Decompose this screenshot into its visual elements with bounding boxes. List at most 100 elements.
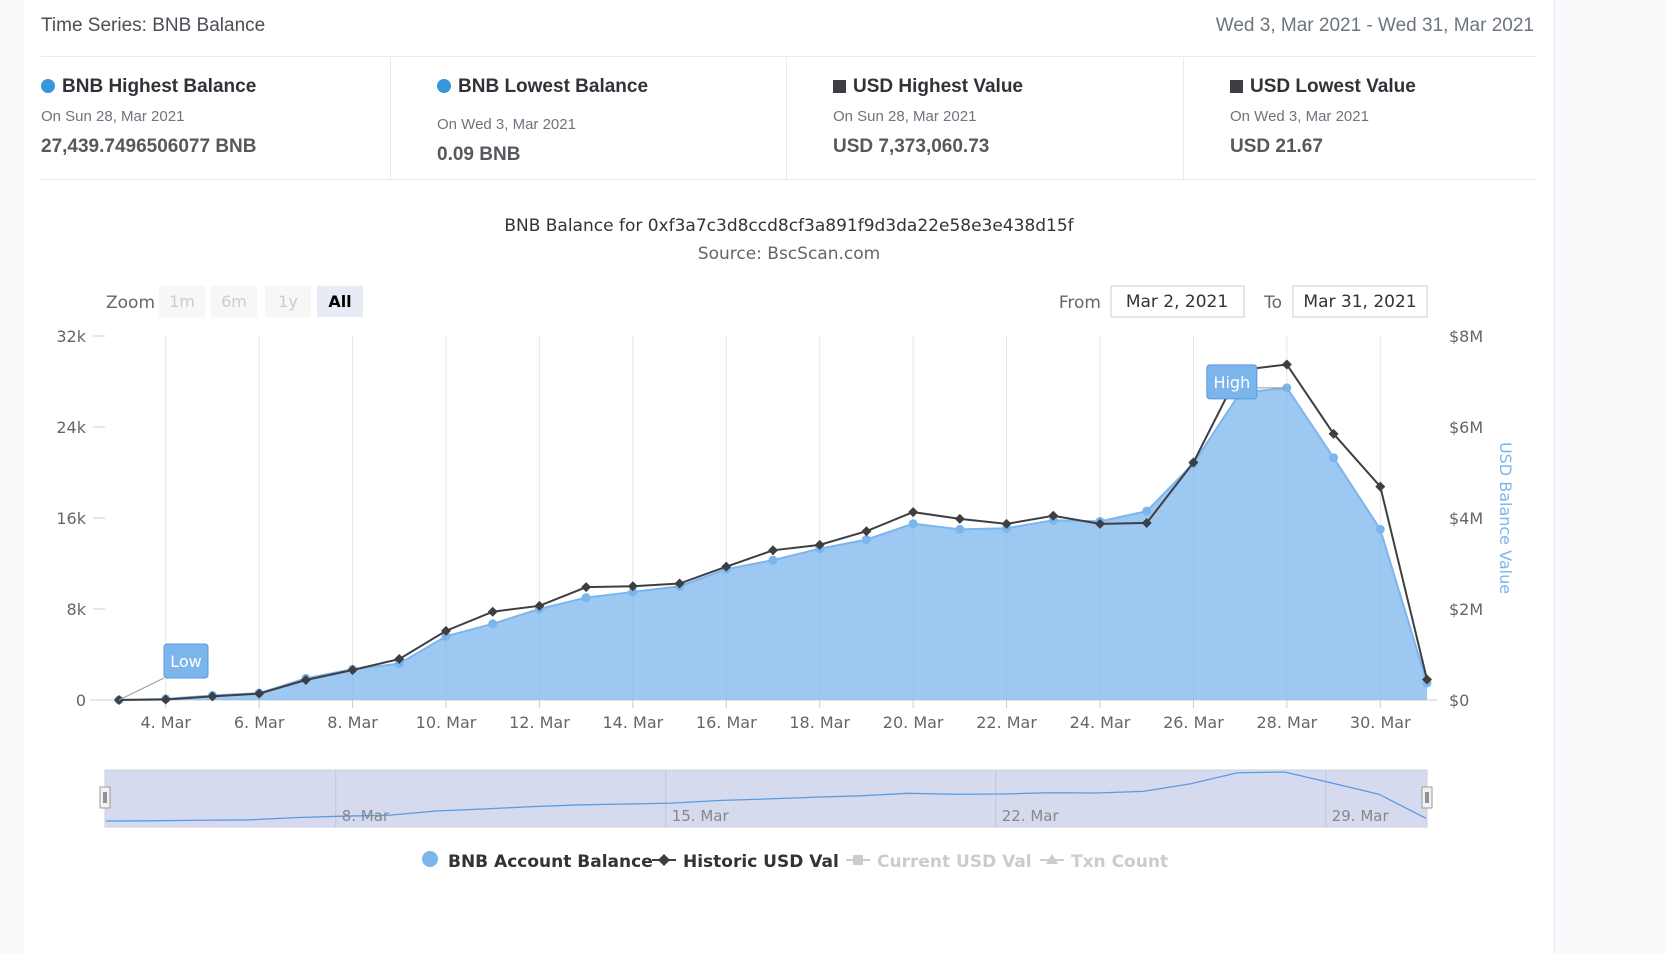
card-title: Time Series: BNB Balance — [41, 15, 266, 36]
y-right-tick-label: $8M — [1449, 327, 1483, 346]
zoom-button-6m[interactable]: 6m — [211, 286, 257, 317]
usd-value-point — [1422, 674, 1432, 685]
zoom-label: Zoom — [106, 293, 155, 313]
usd-value-point — [814, 539, 825, 550]
usd-value-point — [1048, 510, 1059, 521]
svg-text:6m: 6m — [221, 292, 247, 311]
legend-item-historic-usd[interactable]: Historic USD Val — [652, 852, 839, 872]
triangle-marker-icon — [1046, 854, 1058, 864]
square-marker-icon — [833, 80, 846, 93]
usd-value-point — [114, 694, 124, 705]
bnb-balance-point — [1375, 524, 1385, 534]
y-right-tick-label: $6M — [1449, 418, 1483, 437]
bnb-balance-point — [908, 519, 918, 529]
diamond-marker-icon — [658, 854, 670, 866]
annotation-label: High — [1213, 373, 1250, 392]
usd-value-point — [1375, 481, 1386, 492]
svg-text:Current USD Val: Current USD Val — [877, 852, 1032, 872]
navigator[interactable]: 8. Mar 15. Mar 22. Mar 29. Mar — [99, 769, 1433, 828]
stat-usd-lowest: USD Lowest Value On Wed 3, Mar 2021 USD … — [1184, 58, 1537, 179]
x-tick-label: 22. Mar — [976, 713, 1037, 732]
navigator-tick-label: 29. Mar — [1332, 807, 1390, 825]
legend-item-txn-count[interactable]: Txn Count — [1040, 852, 1168, 872]
circle-marker-icon — [437, 79, 451, 93]
x-tick-label: 20. Mar — [883, 713, 944, 732]
stat-title: BNB Lowest Balance — [437, 76, 648, 98]
stat-date: On Wed 3, Mar 2021 — [1230, 108, 1369, 125]
navigator-handle-right[interactable] — [1421, 786, 1433, 809]
y-axis-right: $0 $2M $4M $6M $8M — [1449, 327, 1483, 710]
square-marker-icon — [853, 855, 863, 865]
legend-item-bnb-balance[interactable]: BNB Account Balance — [422, 851, 653, 872]
usd-value-point — [1328, 428, 1339, 439]
zoom-button-1m[interactable]: 1m — [159, 286, 205, 317]
usd-value-point — [1001, 518, 1012, 529]
x-tick-label: 28. Mar — [1256, 713, 1317, 732]
x-tick-label: 10. Mar — [416, 713, 477, 732]
plot-area — [114, 359, 1432, 705]
date-range: Wed 3, Mar 2021 - Wed 31, Mar 2021 — [1215, 15, 1534, 36]
y-axis-left: 0 8k 16k 24k 32k — [56, 327, 105, 710]
usd-value-point — [160, 694, 171, 705]
usd-value-point — [674, 578, 685, 589]
usd-value-point — [627, 581, 638, 592]
bnb-balance-point — [861, 535, 871, 545]
usd-value-point — [300, 674, 311, 685]
stat-date: On Sun 28, Mar 2021 — [833, 108, 977, 125]
x-tick-label: 18. Mar — [789, 713, 850, 732]
svg-text:1y: 1y — [278, 292, 298, 311]
usd-value-point — [487, 606, 498, 617]
legend-item-current-usd[interactable]: Current USD Val — [846, 852, 1032, 872]
y-right-tick-label: $2M — [1449, 600, 1483, 619]
stat-value: USD 7,373,060.73 — [833, 136, 990, 157]
usd-value-point — [1095, 518, 1105, 529]
circle-marker-icon — [422, 851, 438, 867]
bnb-balance-point — [441, 631, 451, 641]
svg-text:1m: 1m — [169, 292, 195, 311]
y-left-tick-label: 16k — [56, 509, 86, 528]
stat-title: USD Highest Value — [833, 76, 1023, 98]
navigator-handle-left[interactable] — [99, 786, 111, 809]
annotation-connector — [118, 677, 165, 701]
x-tick-label: 8. Mar — [327, 713, 378, 732]
usd-value-point — [441, 625, 451, 636]
y-axis-right-title: USD Balance Value — [1496, 442, 1515, 594]
x-tick-label: 16. Mar — [696, 713, 757, 732]
navigator-tick-label: 22. Mar — [1002, 807, 1060, 825]
to-label: To — [1263, 293, 1282, 313]
navigator-tick-label: 15. Mar — [672, 807, 730, 825]
navigator-gridlines — [335, 770, 1327, 827]
svg-text:BNB Account Balance: BNB Account Balance — [448, 852, 653, 872]
stat-title: BNB Highest Balance — [41, 76, 256, 98]
circle-marker-icon — [41, 79, 55, 93]
usd-value-point — [534, 600, 545, 611]
to-date-input[interactable]: Mar 31, 2021 — [1292, 285, 1428, 318]
bnb-balance-point — [628, 587, 638, 597]
zoom-button-all[interactable]: All — [317, 286, 363, 317]
stat-date: On Wed 3, Mar 2021 — [437, 116, 576, 133]
svg-text:Txn Count: Txn Count — [1071, 852, 1168, 872]
usd-value-point — [954, 513, 965, 524]
zoom-button-1y[interactable]: 1y — [265, 286, 311, 317]
x-tick-label: 30. Mar — [1350, 713, 1411, 732]
usd-value-point — [861, 526, 872, 537]
stat-usd-highest: USD Highest Value On Sun 28, Mar 2021 US… — [787, 58, 1184, 179]
bnb-balance-point — [1329, 453, 1339, 463]
annotations: High Low — [118, 364, 1287, 701]
y-right-tick-label: $0 — [1449, 691, 1469, 710]
navigator-line — [105, 771, 1427, 822]
navigator-ticks: 8. Mar 15. Mar 22. Mar 29. Mar — [342, 807, 1390, 825]
usd-value-point — [207, 691, 218, 702]
from-date-input[interactable]: Mar 2, 2021 — [1110, 285, 1245, 318]
navigator-series — [105, 771, 1427, 822]
x-tick-label: 4. Mar — [140, 713, 191, 732]
bnb-balance-point — [488, 619, 498, 629]
annotation-label: Low — [170, 652, 202, 671]
y-right-tick-label: $4M — [1449, 509, 1483, 528]
usd-value-point — [254, 688, 265, 699]
svg-text:All: All — [328, 292, 351, 311]
annotation-box — [163, 643, 209, 679]
stat-value: 0.09 BNB — [437, 144, 521, 165]
square-marker-icon — [1230, 80, 1243, 93]
